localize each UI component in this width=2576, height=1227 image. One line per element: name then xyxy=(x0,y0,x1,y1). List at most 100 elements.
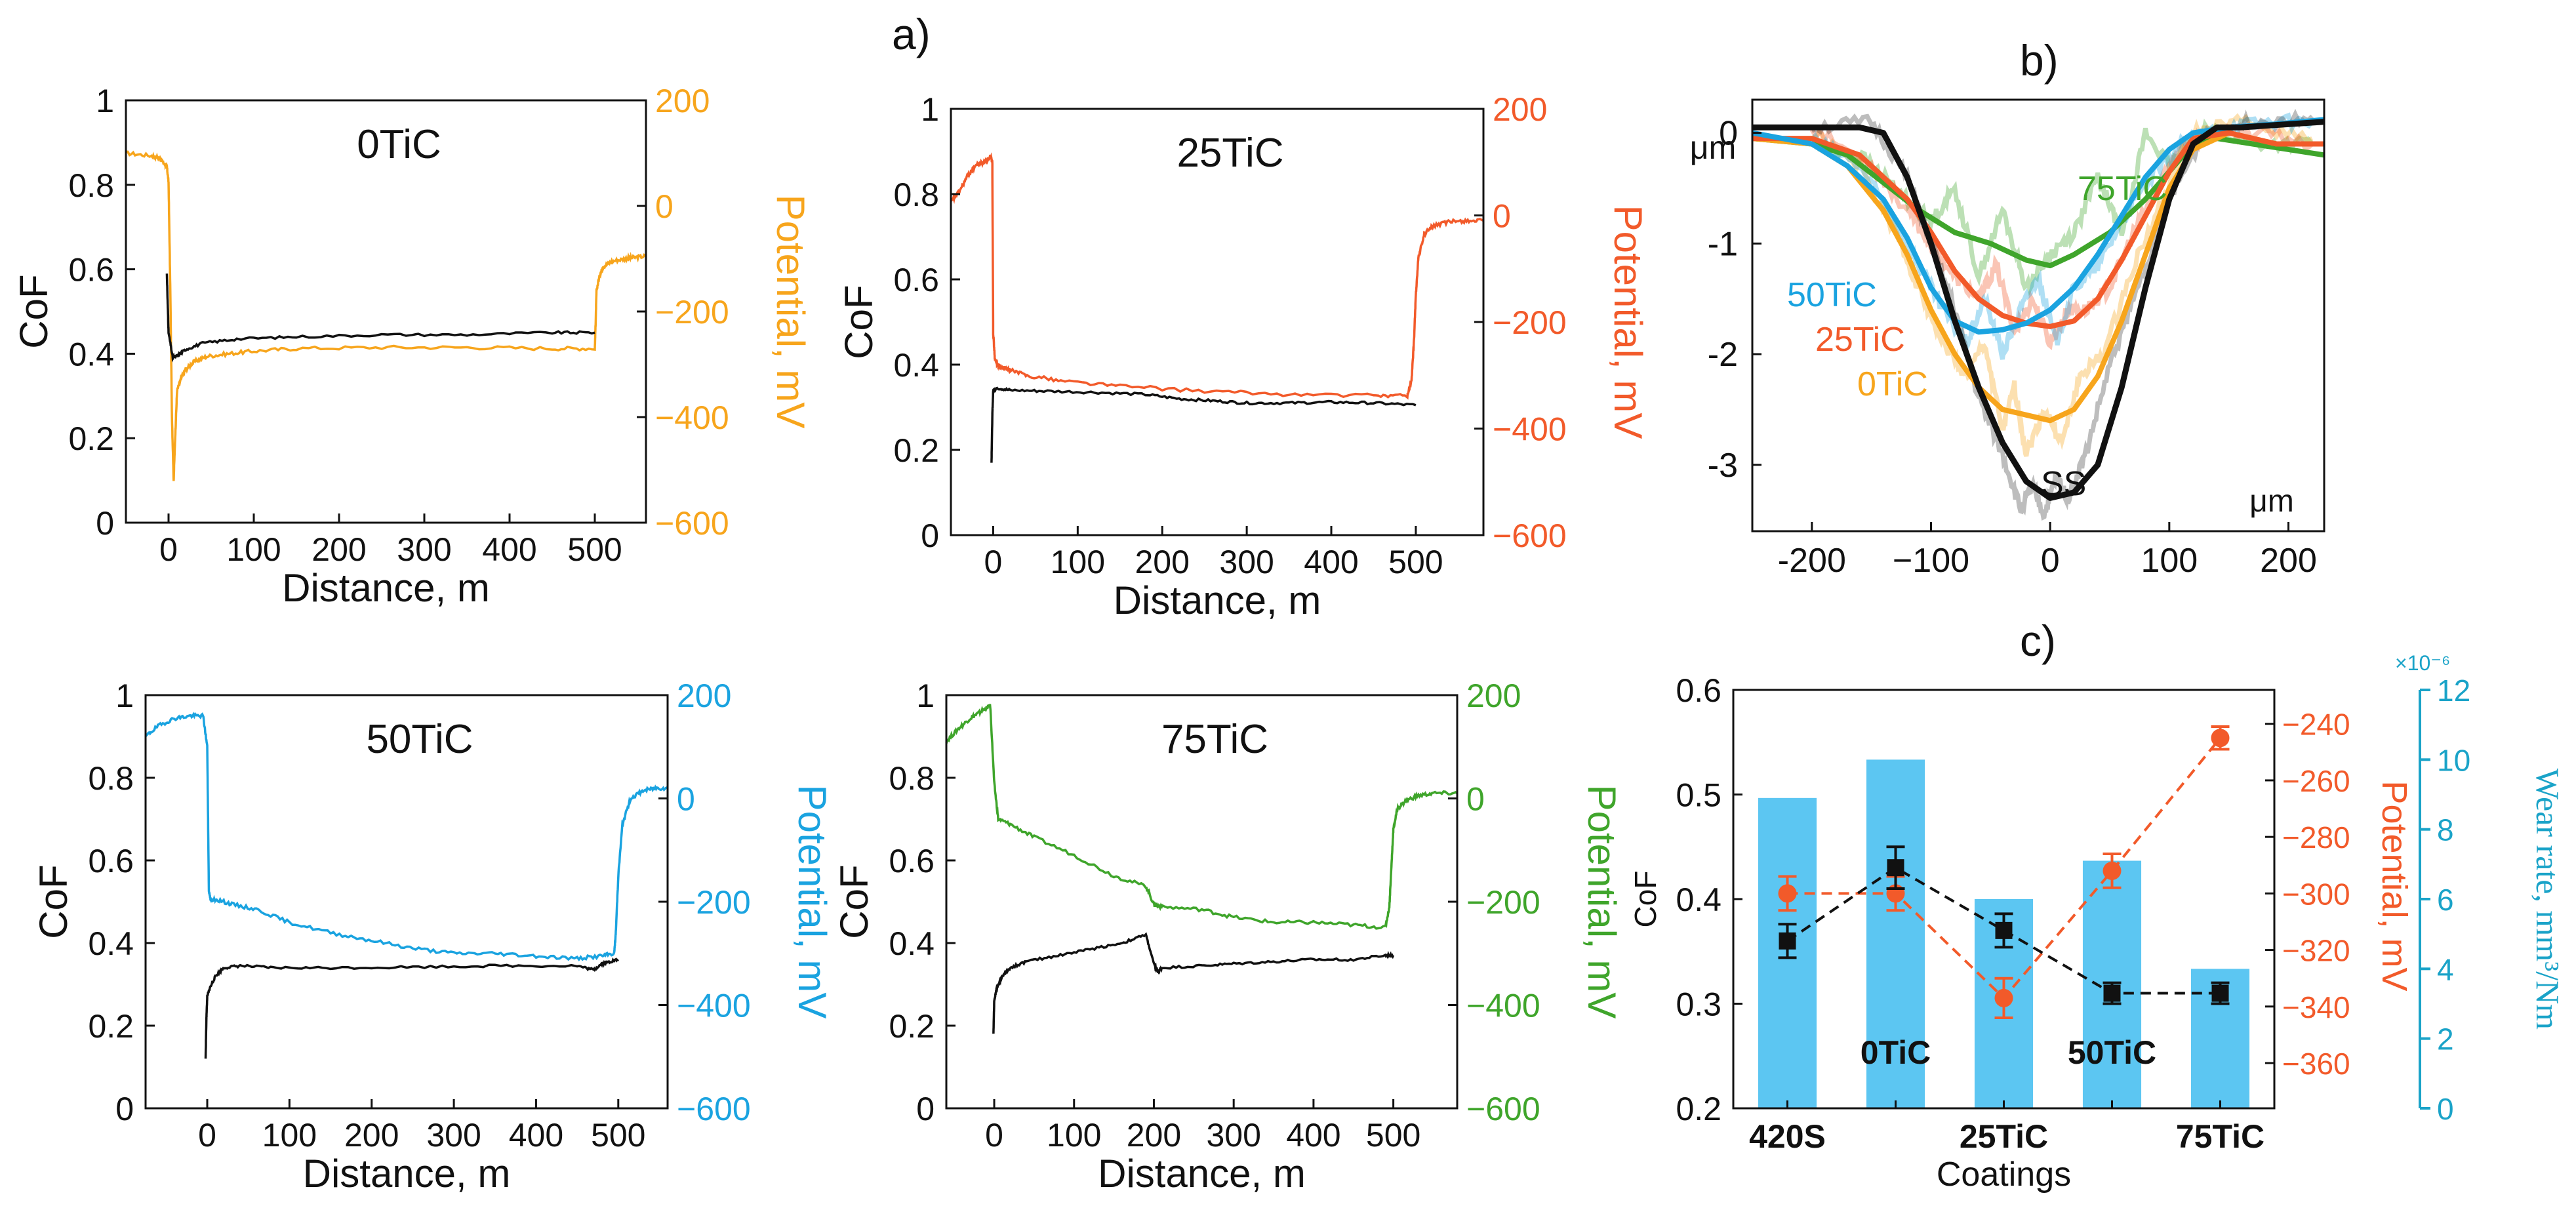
potential-line-50TiC xyxy=(144,712,668,961)
potential-point-420S xyxy=(1778,884,1797,903)
potential-y-tick-label: 200 xyxy=(1466,677,1521,714)
cof-y-tick-label: 0.6 xyxy=(889,843,935,879)
panel-label-c: c) xyxy=(2020,616,2056,665)
x-axis-label: Distance, m xyxy=(282,566,490,610)
x-tick-label: 200 xyxy=(344,1117,399,1154)
profile-y-tick-label: -1 xyxy=(1708,225,1738,263)
cof-y-tick-label: 0.8 xyxy=(88,760,134,797)
wear-rate-tick-label: 8 xyxy=(2437,813,2454,847)
potential-y-tick-label: −240 xyxy=(2282,708,2350,742)
category-label-50TiC: 50TiC xyxy=(2068,1034,2156,1071)
potential-line-75TiC xyxy=(945,704,1458,930)
profile-y-tick-label: -2 xyxy=(1708,336,1738,374)
chart-wear-track-profiles: -3 -2 -1 0 -200 −100 0 100 200 μm μm 75TiC 50TiC 25Ti… xyxy=(1690,98,2325,580)
cof-y-tick-label: 1 xyxy=(921,91,939,128)
potential-point-50TiC xyxy=(2103,861,2122,880)
potential-y-tick-label: 200 xyxy=(677,677,731,714)
potential-y-tick-label: −280 xyxy=(2282,820,2350,855)
x-tick-label: 500 xyxy=(1366,1117,1420,1154)
wear-rate-tick-label: 0 xyxy=(2437,1092,2454,1126)
profile-y-tick-label: 0 xyxy=(1719,115,1738,153)
cof-y-tick-label: 0 xyxy=(916,1091,935,1127)
profile-line-25TiC xyxy=(1752,130,2324,329)
potential-y-tick-label: −260 xyxy=(2282,764,2350,798)
profile-label-0TiC: 0TiC xyxy=(1857,365,1928,403)
cof-point-50TiC xyxy=(2103,984,2121,1002)
wear-rate-tick-label: 2 xyxy=(2437,1022,2454,1056)
x-tick-label: 400 xyxy=(509,1117,563,1154)
potential-y-tick-label: 200 xyxy=(655,83,710,119)
potential-line-0TiC xyxy=(125,150,647,481)
category-label-75TiC: 75TiC xyxy=(2176,1118,2264,1155)
cof-y-tick-label: 0.6 xyxy=(88,843,134,879)
cof-y-tick-label: 0.5 xyxy=(1676,777,1721,814)
profile-x-unit-label: μm xyxy=(2249,484,2294,519)
x-tick-label: 0 xyxy=(198,1117,216,1154)
chart-cof-75TiC: 0 0.2 0.4 0.6 0.8 1 −600 −400 −200 0 200 0 100 200 300… xyxy=(832,677,1624,1196)
wear-rate-tick-label: 6 xyxy=(2437,883,2454,917)
potential-y-tick-label: −200 xyxy=(1493,304,1567,341)
profile-label-75TiC: 75TiC xyxy=(2078,170,2167,208)
chart-title-50TiC: 50TiC xyxy=(366,717,473,762)
category-label-420S: 420S xyxy=(1749,1118,1826,1155)
potential-y-tick-label: −360 xyxy=(2282,1047,2350,1081)
cof-dashed-line xyxy=(1786,866,2221,995)
potential-y-tick-label: −400 xyxy=(677,988,751,1024)
potential-axis-label: Potential, mV xyxy=(1580,785,1624,1019)
potential-y-tick-label: 0 xyxy=(1493,198,1511,235)
panel-label-b: b) xyxy=(2020,36,2059,85)
x-tick-label: 400 xyxy=(482,531,536,568)
chart-title-25TiC: 25TiC xyxy=(1177,131,1283,176)
cof-y-tick-label: 0.6 xyxy=(68,252,114,289)
coatings-x-axis-label: Coatings xyxy=(1937,1156,2071,1194)
chart-cof-25TiC: 0 0.2 0.4 0.6 0.8 1 −600 −400 −200 0 200 0 100 200 300… xyxy=(837,91,1650,622)
wear-rate-tick-label: 4 xyxy=(2437,952,2454,986)
potential-y-tick-label: 0 xyxy=(655,188,674,225)
profile-label-SS: SS xyxy=(2041,465,2086,503)
cof-line-25TiC xyxy=(990,386,1417,463)
cof-y-tick-label: 0.2 xyxy=(68,420,114,457)
potential-y-tick-label: −400 xyxy=(1466,988,1540,1024)
potential-axis-label: Potential, mV xyxy=(1606,205,1650,439)
potential-y-tick-label: −400 xyxy=(1493,411,1567,448)
cof-line-0TiC xyxy=(165,273,595,363)
x-tick-label: 500 xyxy=(567,531,622,568)
cof-axis-label: CoF xyxy=(31,864,75,938)
cof-y-tick-label: 1 xyxy=(96,83,114,119)
x-tick-label: 300 xyxy=(1206,1117,1260,1154)
cof-point-75TiC xyxy=(2211,984,2229,1002)
profile-label-25TiC: 25TiC xyxy=(1815,321,1905,359)
chart-title-75TiC: 75TiC xyxy=(1161,717,1268,762)
potential-y-tick-label: −300 xyxy=(2282,877,2350,911)
potential-y-tick-label: −600 xyxy=(1493,517,1567,554)
x-tick-label: 400 xyxy=(1286,1117,1340,1154)
cof-line-75TiC xyxy=(992,932,1395,1034)
cof-axis-label: CoF xyxy=(12,274,56,348)
cof-y-tick-label: 0.2 xyxy=(889,1008,935,1045)
coatings-potential-axis-label: Potential, mV xyxy=(2375,780,2414,991)
potential-y-tick-label: −200 xyxy=(655,294,729,331)
cof-y-tick-label: 1 xyxy=(115,677,134,714)
profile-line-75TiC xyxy=(1752,136,2324,269)
x-tick-label: 100 xyxy=(1047,1117,1101,1154)
cof-y-tick-label: 0.2 xyxy=(1676,1091,1721,1127)
profile-x-tick-label: −100 xyxy=(1893,542,1969,580)
potential-y-tick-label: 200 xyxy=(1493,91,1547,128)
potential-axis-label: Potential, mV xyxy=(790,785,834,1019)
potential-y-tick-label: −600 xyxy=(677,1091,751,1127)
cof-line-50TiC xyxy=(204,957,619,1059)
profile-curves xyxy=(1752,108,2324,521)
cof-y-tick-label: 0.2 xyxy=(893,432,939,469)
cof-y-tick-label: 0 xyxy=(921,517,939,554)
cof-y-tick-label: 0.4 xyxy=(889,925,935,962)
cof-y-tick-label: 0.3 xyxy=(1676,986,1721,1023)
wear-rate-axis-label: Wear rate, mm³/Nm xyxy=(2529,769,2566,1030)
profile-x-tick-label: -200 xyxy=(1778,542,1846,580)
x-tick-label: 0 xyxy=(159,531,178,568)
cof-y-tick-label: 0.4 xyxy=(88,925,134,962)
cof-y-tick-label: 0.2 xyxy=(88,1008,134,1045)
cof-y-tick-label: 0 xyxy=(115,1091,134,1127)
potential-point-75TiC xyxy=(2211,729,2230,748)
